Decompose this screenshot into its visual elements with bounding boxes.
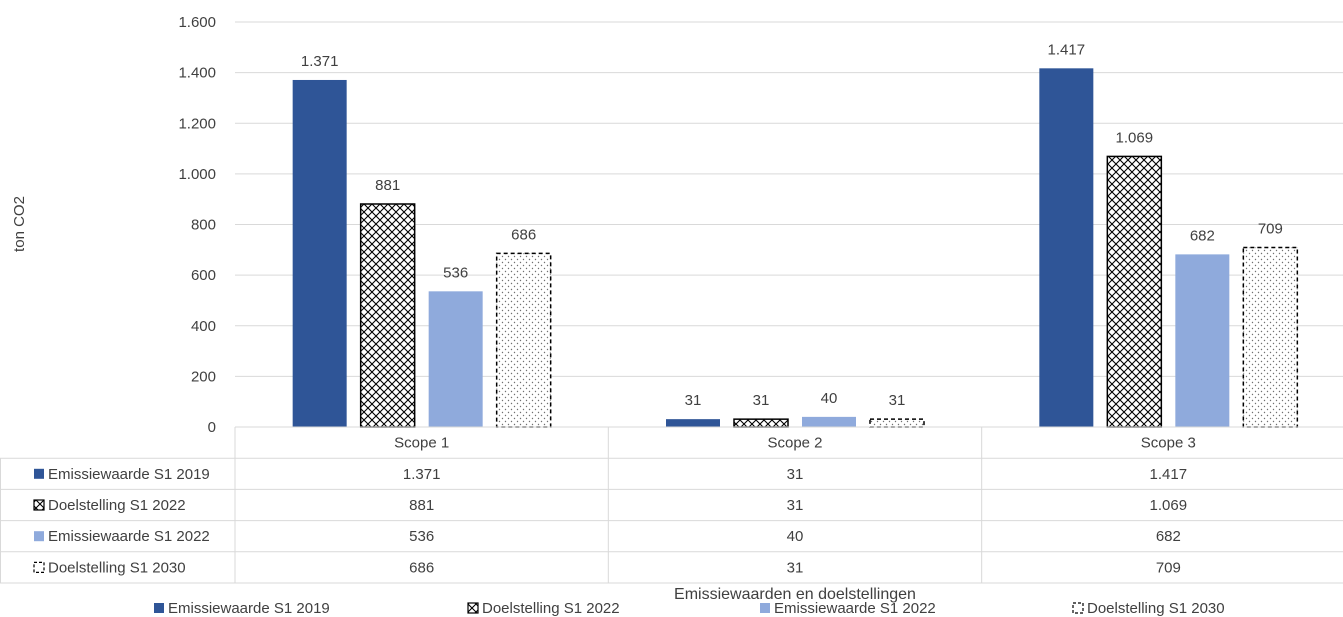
gridlines — [235, 21, 1343, 428]
table-cell: 881 — [409, 497, 434, 514]
x-tick-label: Scope 1 — [394, 435, 449, 452]
y-axis-label: ton CO2 — [11, 196, 28, 252]
bar — [1175, 254, 1230, 427]
legend-label: Doelstelling S1 2030 — [1087, 600, 1225, 617]
plot-area: 1.371 31 1.417 881 31 1.069 536 40 682 686 31 709 — [292, 41, 1299, 428]
bar — [666, 419, 720, 427]
table-cell: 1.417 — [1150, 466, 1188, 483]
legend-label: Emissiewaarde S1 2019 — [168, 600, 330, 617]
y-tick-label: 1.200 — [178, 115, 216, 132]
legend-key — [154, 603, 164, 613]
legend-key — [760, 603, 770, 613]
data-label: 31 — [889, 392, 906, 409]
legend-label: Emissiewaarde S1 2022 — [774, 600, 936, 617]
data-label: 1.371 — [301, 53, 339, 70]
y-tick-label: 1.600 — [178, 14, 216, 31]
table-cell: 1.069 — [1150, 497, 1188, 514]
data-label: 31 — [753, 392, 770, 409]
x-tick-label: Scope 3 — [1141, 435, 1196, 452]
data-label: 31 — [685, 392, 702, 409]
bar — [802, 416, 856, 427]
y-tick-label: 800 — [191, 217, 216, 234]
legend: Emissiewaarde S1 2019 Doelstelling S1 202… — [154, 600, 1225, 617]
bar — [292, 79, 347, 427]
data-table: Scope 1 Scope 2 Scope 3 Emissiewaarde S1 20… — [0, 426, 1343, 584]
y-axis: 0 200 400 600 800 1.000 1.200 1.400 1.600 — [178, 14, 216, 436]
legend-key — [34, 531, 44, 542]
table-cell: 31 — [787, 559, 804, 576]
bar — [428, 291, 483, 427]
table-cell: 40 — [787, 528, 804, 545]
data-label: 682 — [1190, 227, 1215, 244]
y-tick-label: 200 — [191, 368, 216, 385]
data-label: 1.069 — [1116, 129, 1154, 146]
table-cell: 686 — [409, 559, 434, 576]
table-series-name: Doelstelling S1 2030 — [48, 559, 186, 576]
bar — [1106, 155, 1163, 428]
bar — [733, 418, 789, 428]
bar — [869, 418, 925, 428]
data-label: 881 — [375, 177, 400, 194]
x-tick-label: Scope 2 — [767, 435, 822, 452]
table-cell: 536 — [409, 528, 434, 545]
table-cell: 31 — [787, 466, 804, 483]
legend-key — [1072, 602, 1084, 614]
bar — [1242, 246, 1299, 428]
table-cell: 1.371 — [403, 466, 441, 483]
data-label: 536 — [443, 264, 468, 281]
data-label: 1.417 — [1048, 41, 1086, 58]
table-cell: 31 — [787, 497, 804, 514]
legend-key — [33, 499, 45, 511]
legend-label: Doelstelling S1 2022 — [482, 600, 620, 617]
table-series-name: Doelstelling S1 2022 — [48, 497, 186, 514]
bar — [1039, 68, 1094, 428]
y-tick-label: 1.000 — [178, 166, 216, 183]
bar — [359, 203, 416, 428]
legend-key — [33, 561, 45, 574]
y-tick-label: 400 — [191, 318, 216, 335]
x-axis-label: Emissiewaarden en doelstellingen — [674, 586, 916, 603]
data-label: 709 — [1258, 221, 1283, 238]
table-series-name: Emissiewaarde S1 2019 — [48, 466, 210, 483]
data-label: 686 — [511, 226, 536, 243]
legend-key — [34, 468, 44, 479]
table-series-name: Emissiewaarde S1 2022 — [48, 528, 210, 545]
y-tick-label: 1.400 — [178, 65, 216, 82]
legend-key — [467, 602, 479, 614]
y-tick-label: 600 — [191, 267, 216, 284]
table-cell: 709 — [1156, 559, 1181, 576]
bar — [495, 252, 552, 428]
table-cell: 682 — [1156, 528, 1181, 545]
y-tick-label: 0 — [208, 419, 216, 436]
data-label: 40 — [821, 390, 838, 407]
